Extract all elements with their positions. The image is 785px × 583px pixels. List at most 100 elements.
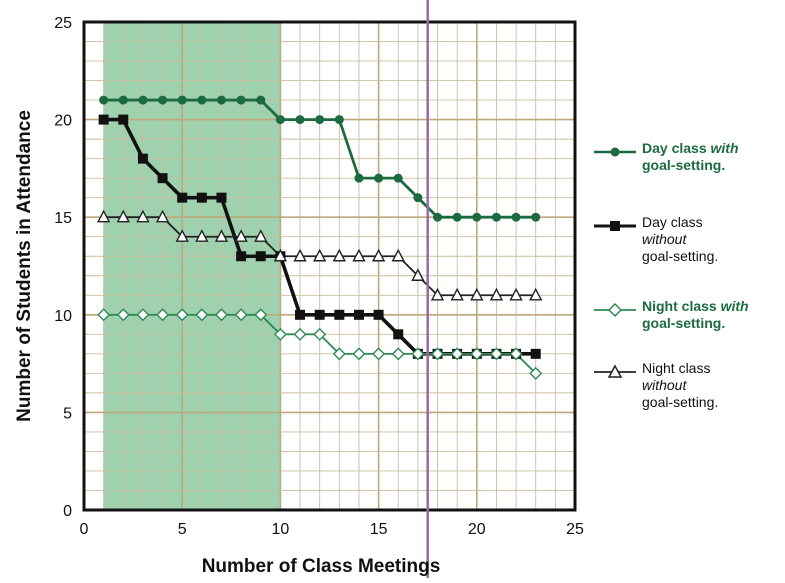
y-axis-label: Number of Students in Attendance [14, 110, 35, 422]
data-point [254, 229, 268, 242]
legend-item-night-without: Night class without goal-setting. [592, 360, 782, 434]
legend-item-day-with: Day class with goal-setting. [592, 140, 782, 214]
plot-frame [82, 20, 577, 512]
data-point [195, 229, 209, 242]
legend-swatch-day-with [594, 147, 636, 157]
data-point [332, 347, 346, 361]
data-point [334, 309, 345, 320]
data-point [489, 347, 503, 361]
x-tick-label: 0 [80, 521, 89, 538]
legend-item-day-without: Day class without goal-setting. [592, 214, 782, 298]
data-point [136, 308, 150, 322]
data-point [236, 251, 247, 262]
data-point [313, 327, 327, 341]
data-point [273, 327, 287, 341]
data-point [313, 248, 327, 262]
y-tick-label: 10 [54, 308, 72, 325]
data-point [413, 193, 423, 203]
data-point [531, 212, 541, 222]
data-point [214, 308, 228, 322]
data-point [155, 209, 170, 223]
data-point [234, 229, 248, 242]
legend-swatch-night-without [594, 364, 636, 378]
data-point [138, 95, 148, 105]
data-point [197, 95, 207, 105]
y-tick-label: 5 [63, 405, 72, 422]
data-point [195, 308, 209, 322]
data-point [430, 287, 445, 301]
data-point [411, 347, 425, 361]
data-point [491, 212, 501, 222]
y-tick-label: 20 [54, 113, 72, 130]
data-point [509, 347, 523, 361]
data-point [256, 95, 266, 105]
legend-label-day-without: Day class without goal-setting. [642, 214, 719, 264]
data-point [433, 212, 443, 222]
legend-swatch-day-without [594, 221, 636, 231]
data-point [315, 115, 325, 125]
data-point [116, 209, 130, 223]
data-point [354, 173, 364, 183]
data-point [137, 153, 148, 164]
x-tick-label: 10 [272, 521, 290, 538]
y-tick-label: 0 [63, 503, 72, 520]
data-point [489, 287, 504, 301]
legend: Day class with goal-setting. Day class w… [592, 140, 782, 434]
data-point [216, 192, 227, 203]
data-point [236, 95, 246, 105]
data-point [116, 308, 130, 322]
x-tick-label: 20 [468, 521, 486, 538]
data-point [293, 327, 307, 341]
data-point [175, 229, 189, 242]
x-tick-label: 5 [178, 521, 187, 538]
data-point [96, 209, 111, 223]
legend-item-night-with: Night class with goal-setting. [592, 298, 782, 360]
data-point [157, 173, 168, 184]
data-point [411, 268, 425, 281]
data-point [273, 248, 288, 262]
data-point [255, 251, 266, 262]
data-point [334, 115, 344, 125]
legend-label-night-with: Night class with goal-setting. [642, 298, 749, 331]
data-point [530, 348, 541, 359]
data-point [98, 114, 109, 125]
data-point [472, 212, 482, 222]
data-point [254, 308, 268, 322]
data-point [393, 329, 404, 340]
data-point [352, 347, 366, 361]
y-tick-label: 25 [54, 15, 72, 32]
x-tick-label: 25 [566, 521, 584, 538]
data-point [450, 347, 464, 361]
data-point [450, 287, 464, 301]
data-point [118, 95, 128, 105]
data-point [452, 212, 462, 222]
x-axis-label: Number of Class Meetings [202, 556, 441, 577]
data-point [332, 248, 346, 262]
data-point [371, 248, 386, 262]
data-point [97, 308, 111, 322]
data-point [529, 287, 543, 301]
data-point [391, 347, 405, 361]
y-tick-label: 15 [54, 210, 72, 227]
data-point [158, 95, 168, 105]
legend-label-night-without: Night class without goal-setting. [642, 360, 719, 410]
data-point [511, 212, 521, 222]
data-point [373, 309, 384, 320]
legend-label-day-with: Day class with goal-setting. [642, 140, 739, 173]
data-point [314, 309, 325, 320]
data-point [293, 248, 307, 262]
data-point [175, 308, 189, 322]
shaded-region [103, 22, 281, 510]
data-point [529, 366, 543, 380]
data-point [295, 115, 305, 125]
data-point [431, 347, 445, 361]
data-point [352, 248, 366, 262]
data-point [353, 309, 364, 320]
data-point [177, 192, 188, 203]
data-point [99, 95, 109, 105]
x-tick-label: 15 [370, 521, 388, 538]
data-point [509, 287, 523, 301]
data-point [156, 308, 170, 322]
data-point [470, 347, 484, 361]
